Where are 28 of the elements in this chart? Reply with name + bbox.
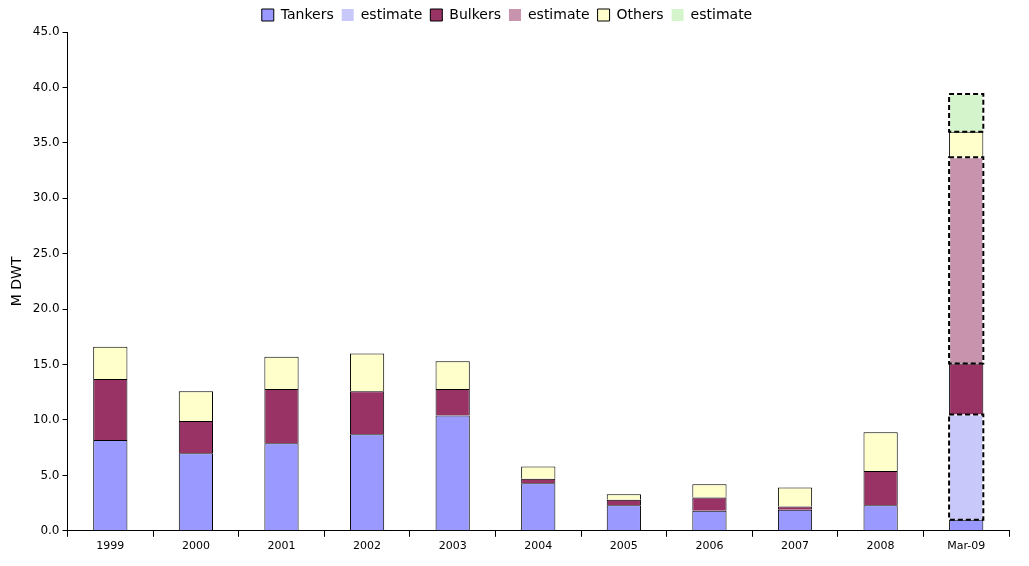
x-tick-label: 2002 [353,539,382,553]
x-tick-label: Mar-09 [947,539,986,553]
legend-label: Bulkers [449,5,501,22]
legend-label: estimate [690,5,753,22]
legend-label: estimate [527,5,590,22]
legend-label: estimate [360,5,423,22]
x-tick-label: 2006 [695,539,724,553]
x-tick-label: 2005 [609,539,638,553]
legend-label: Others [616,5,664,22]
y-tick-label: 45.0 [32,24,60,39]
y-tick-label: 0.0 [40,522,60,537]
y-tick-label: 20.0 [32,301,60,316]
x-tick-label: 2000 [181,539,210,553]
y-tick-label: 15.0 [32,356,60,371]
y-tick-label: 30.0 [32,190,60,205]
y-tick-label: 10.0 [32,412,60,427]
y-tick-label: 25.0 [32,245,60,260]
y-tick-label: 40.0 [32,79,60,94]
y-tick-label: 35.0 [32,134,60,149]
y-axis-title: M DWT [8,256,25,307]
x-tick-label: 2001 [267,539,296,553]
x-tick-label: 1999 [96,539,125,553]
x-tick-label: 2003 [438,539,467,553]
y-tick-label: 5.0 [40,467,60,482]
legend-label: Tankers [279,5,334,22]
x-tick-label: 2008 [866,539,895,553]
x-tick-label: 2007 [781,539,810,553]
x-tick-label: 2004 [524,539,553,553]
